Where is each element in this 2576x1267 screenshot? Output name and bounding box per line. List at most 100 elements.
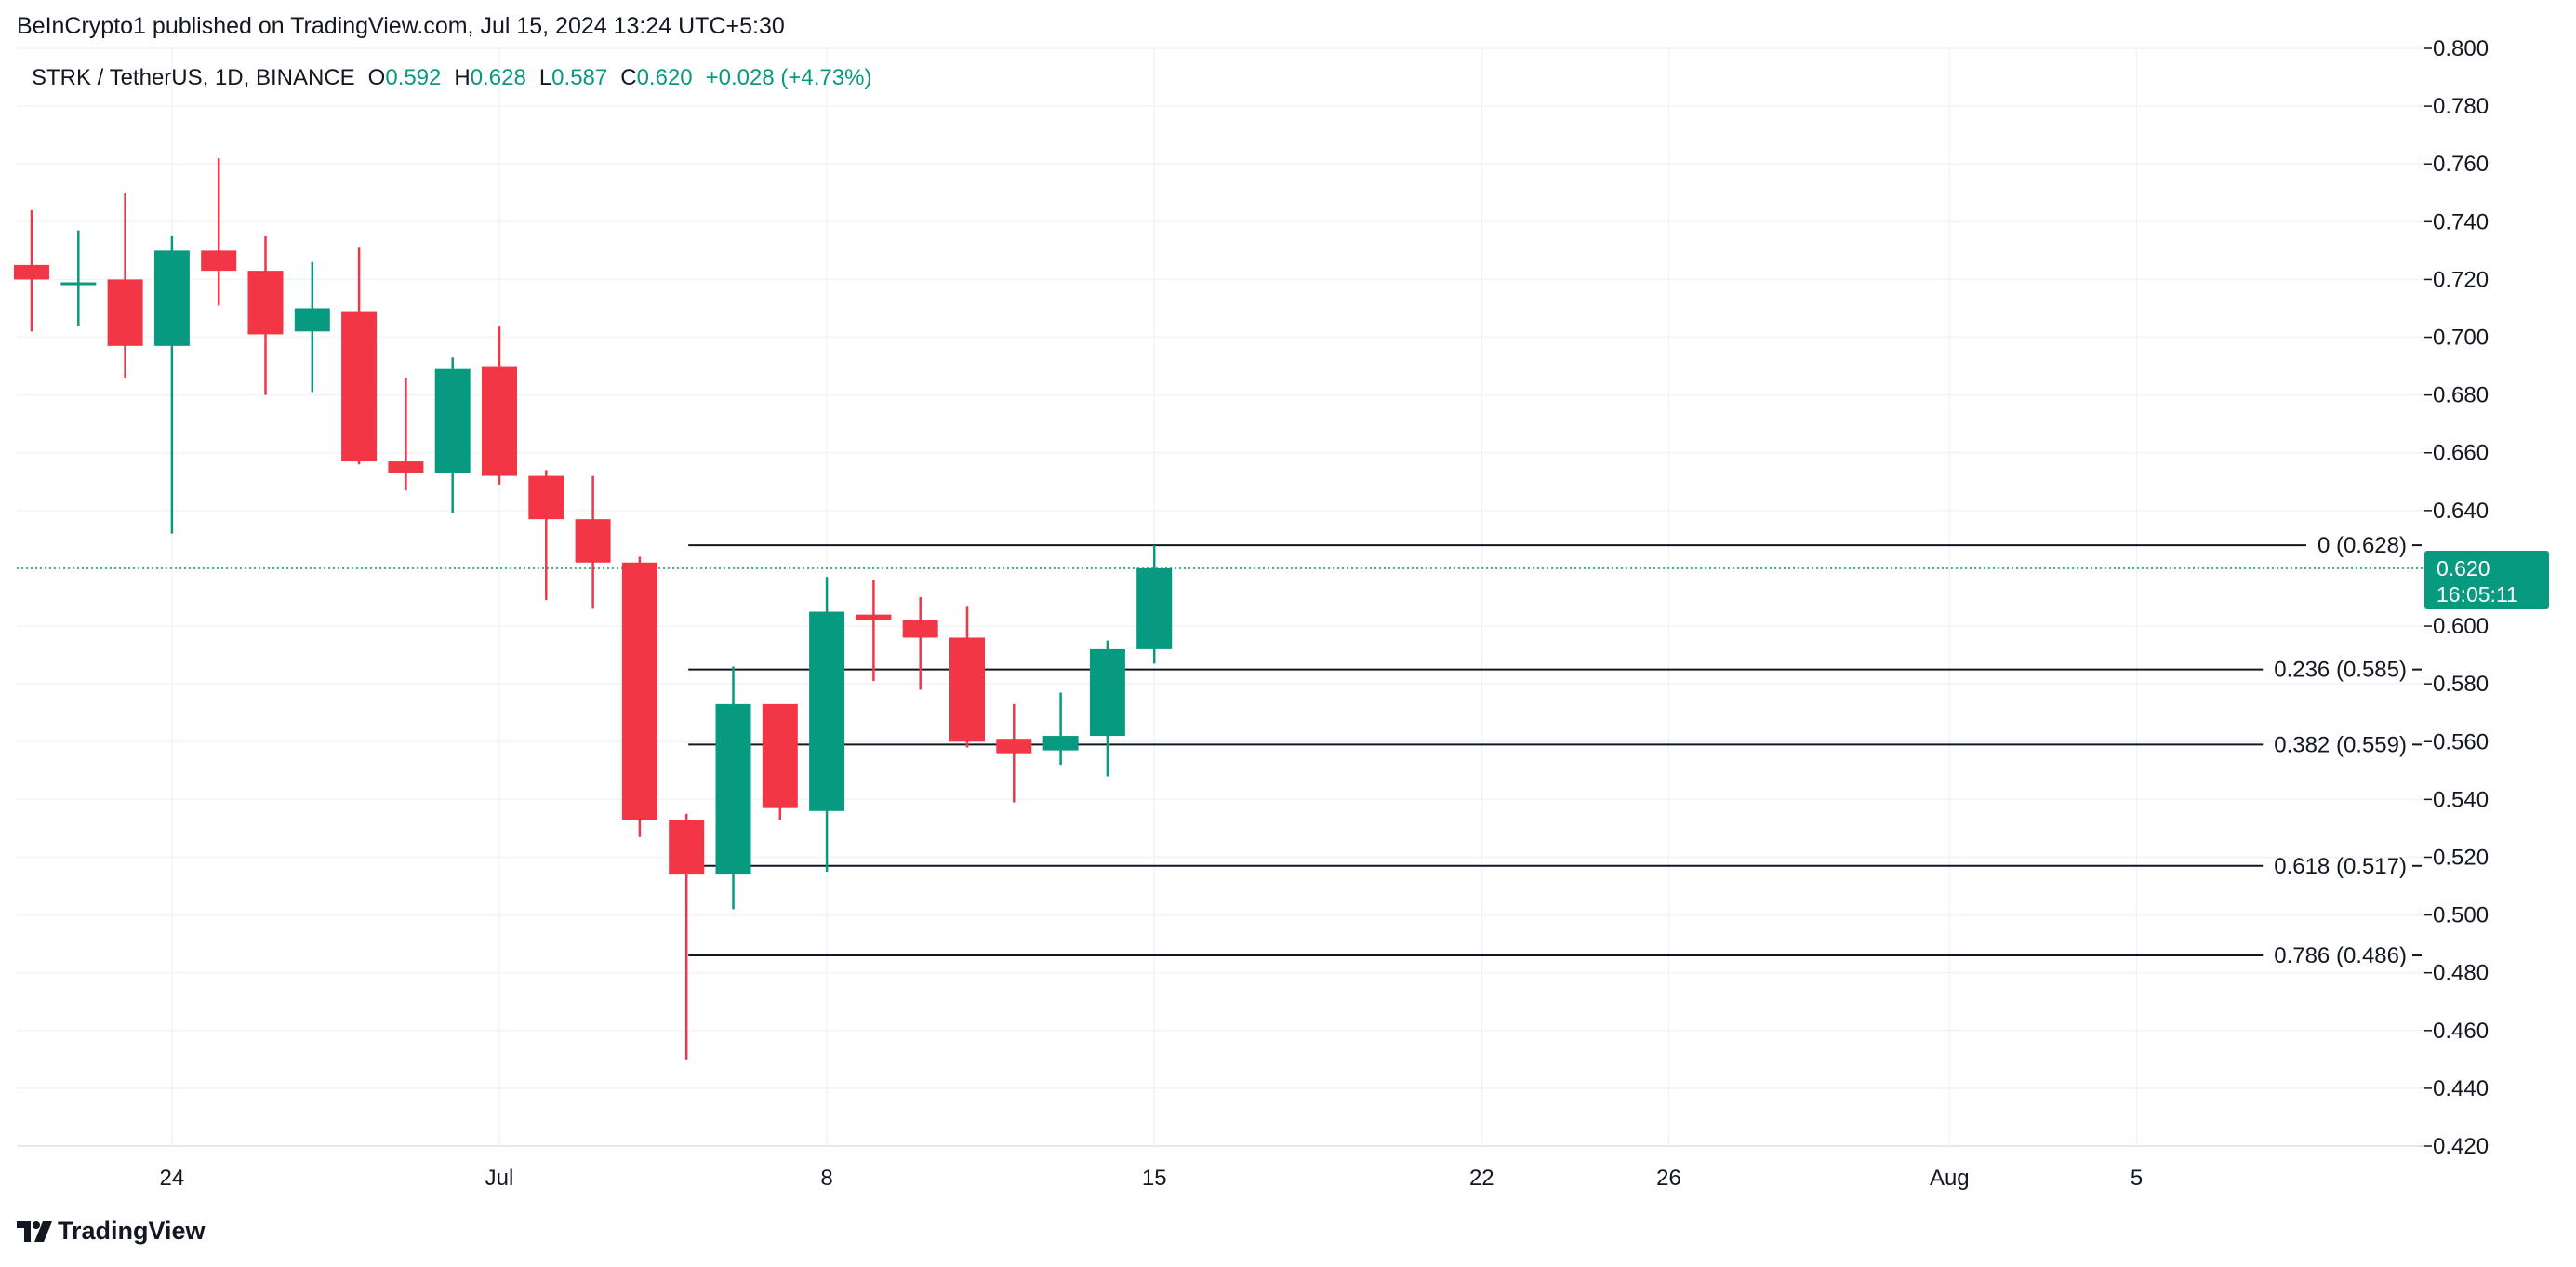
y-tick-label: 0.580 xyxy=(2433,672,2489,697)
candle-body xyxy=(153,250,190,346)
candle-body xyxy=(482,366,517,476)
candle-down xyxy=(762,703,798,820)
x-tick-label: 26 xyxy=(1656,1166,1681,1191)
candle-body xyxy=(1042,736,1079,751)
y-tick-label: 0.420 xyxy=(2433,1134,2489,1159)
low-label: L xyxy=(538,65,552,90)
candle-down xyxy=(14,209,49,332)
high-value: 0.628 xyxy=(470,65,526,90)
candle-up xyxy=(60,230,97,327)
candle-up xyxy=(1089,640,1125,777)
fib-level-label: 0 (0.628) xyxy=(2317,533,2407,558)
y-tick-label: 0.680 xyxy=(2433,383,2489,408)
y-tick-label: 0.480 xyxy=(2433,961,2489,986)
symbol-name: STRK / TetherUS, 1D, BINANCE xyxy=(32,65,355,90)
y-tick-label: 0.600 xyxy=(2433,614,2489,639)
y-tick-label: 0.700 xyxy=(2433,326,2489,351)
y-tick-label: 0.440 xyxy=(2433,1076,2489,1101)
y-tick-label: 0.800 xyxy=(2433,36,2489,61)
candle-body xyxy=(996,739,1032,754)
candle-down xyxy=(247,235,284,395)
x-tick-label: Jul xyxy=(485,1166,514,1191)
time-axis[interactable]: 24 Jul 8 15 22 26 Aug 5 xyxy=(160,1166,2144,1191)
x-tick-label: 8 xyxy=(820,1166,832,1191)
y-tick-label: 0.520 xyxy=(2433,845,2489,870)
candle-down xyxy=(949,606,985,748)
candle-body xyxy=(341,311,378,462)
y-tick-label: 0.660 xyxy=(2433,441,2489,466)
candle-body xyxy=(902,620,938,638)
candle-up xyxy=(294,261,330,393)
published-by-text: BeInCrypto1 published on TradingView.com… xyxy=(17,13,785,39)
price-tag-box xyxy=(2424,551,2549,609)
plot-area xyxy=(17,48,2424,1146)
y-tick-label: 0.740 xyxy=(2433,209,2489,234)
tradingview-logo-text: TradingView xyxy=(58,1217,206,1245)
x-tick-label: 15 xyxy=(1142,1166,1167,1191)
price-tag-price: 0.620 xyxy=(2437,556,2490,580)
fib-level-label: 0.786 (0.486) xyxy=(2274,943,2407,968)
x-tick-label: 5 xyxy=(2131,1166,2143,1191)
x-tick-label: 24 xyxy=(160,1166,185,1191)
candle-body xyxy=(528,475,564,520)
fib-level-label: 0.236 (0.585) xyxy=(2274,658,2407,683)
candle-body xyxy=(247,271,284,335)
candle-body xyxy=(949,637,985,742)
change-value: +0.028 (+4.73%) xyxy=(705,65,872,90)
candle-body xyxy=(575,519,611,563)
candle-body xyxy=(388,461,424,473)
candle-down xyxy=(341,247,378,465)
y-tick-label: 0.720 xyxy=(2433,267,2489,292)
candle-down xyxy=(856,580,892,682)
tradingview-logo[interactable]: TradingView xyxy=(17,1217,206,1246)
candle-down xyxy=(669,813,705,1060)
current-price-tag: 0.620 16:05:11 xyxy=(2424,551,2549,609)
candle-down xyxy=(575,475,611,609)
candle-body xyxy=(14,264,49,280)
y-tick-label: 0.760 xyxy=(2433,152,2489,177)
candle-body xyxy=(856,614,892,620)
candle-down xyxy=(388,378,424,491)
candle-body xyxy=(762,703,798,808)
candle-down xyxy=(996,703,1032,803)
grid xyxy=(17,47,2424,1147)
y-tick-label: 0.560 xyxy=(2433,729,2489,754)
x-tick-label: 22 xyxy=(1469,1166,1494,1191)
candle-down xyxy=(621,556,657,837)
candle-up xyxy=(715,666,751,910)
candle-up xyxy=(1136,545,1173,664)
candle-body xyxy=(107,279,143,346)
candle-up xyxy=(1042,692,1079,766)
candle-body xyxy=(1089,648,1125,737)
candle-down xyxy=(902,597,938,690)
candle-body xyxy=(809,611,845,811)
x-tick-label: Aug xyxy=(1930,1166,1970,1191)
y-tick-label: 0.500 xyxy=(2433,903,2489,928)
candle-down xyxy=(201,158,237,306)
candle-down xyxy=(482,326,517,485)
y-tick-label: 0.540 xyxy=(2433,787,2489,812)
price-tag-countdown: 16:05:11 xyxy=(2437,582,2518,607)
candle-up xyxy=(434,357,471,513)
y-tick-label: 0.780 xyxy=(2433,94,2489,119)
candle-down xyxy=(107,193,143,378)
tradingview-logo-icon xyxy=(17,1220,52,1242)
price-axis[interactable]: 0.800 0.780 0.760 0.740 0.720 0.700 0.680 0.660… xyxy=(2424,36,2489,1159)
close-value: 0.620 xyxy=(636,65,693,90)
y-tick-label: 0.460 xyxy=(2433,1019,2489,1044)
fib-level-label: 0.618 (0.517) xyxy=(2274,854,2407,879)
candle-body xyxy=(294,308,330,332)
high-label: H xyxy=(454,65,471,90)
candle-body xyxy=(621,562,657,820)
close-label: C xyxy=(620,65,637,90)
candle-up xyxy=(809,577,845,872)
candle-body xyxy=(434,368,471,473)
candle-body xyxy=(60,282,97,286)
symbol-legend: STRK / TetherUS, 1D, BINANCE O0.592 H0.628… xyxy=(32,65,871,91)
candle-body xyxy=(715,703,751,875)
candle-down xyxy=(528,470,564,601)
candle-up xyxy=(153,235,190,534)
open-label: O xyxy=(367,65,386,90)
candle-body xyxy=(1136,567,1173,649)
